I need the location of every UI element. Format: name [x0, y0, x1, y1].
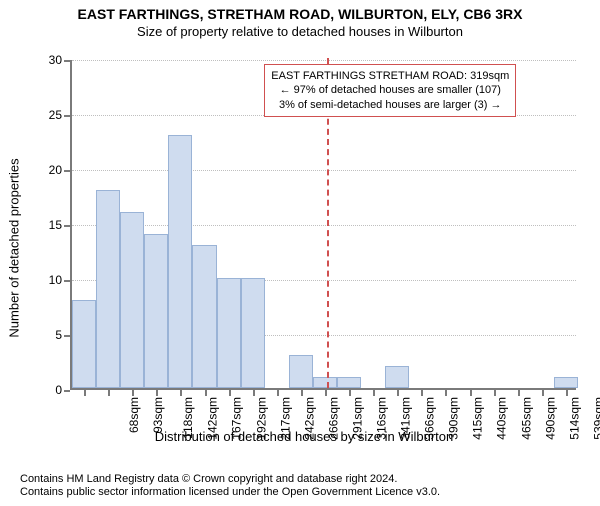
x-tick-label: 514sqm	[567, 388, 581, 440]
x-tick-label: 490sqm	[543, 388, 557, 440]
x-tick	[180, 390, 182, 396]
footer-line-2: Contains public sector information licen…	[20, 486, 440, 500]
bar	[217, 278, 241, 388]
x-tick	[156, 390, 158, 396]
y-tick-label: 30	[49, 53, 72, 67]
chart-subtitle: Size of property relative to detached ho…	[0, 24, 600, 39]
y-axis-label: Number of detached properties	[7, 158, 22, 337]
x-tick	[301, 390, 303, 396]
bar	[554, 377, 578, 388]
chart-area: Number of detached properties 0510152025…	[24, 54, 584, 442]
x-tick	[253, 390, 255, 396]
annotation-box: EAST FARTHINGS STRETHAM ROAD: 319sqm← 97…	[264, 64, 516, 117]
x-axis-label: Distribution of detached houses by size …	[155, 429, 453, 444]
y-tick-label: 25	[49, 108, 72, 122]
y-tick-label: 15	[49, 218, 72, 232]
x-tick	[132, 390, 134, 396]
y-tick-label: 10	[49, 273, 72, 287]
x-tick	[84, 390, 86, 396]
y-tick-label: 5	[55, 328, 72, 342]
bar	[289, 355, 313, 388]
footer-line-1: Contains HM Land Registry data © Crown c…	[20, 473, 440, 487]
x-tick	[108, 390, 110, 396]
x-tick-label: 465sqm	[519, 388, 533, 440]
x-tick	[277, 390, 279, 396]
bar	[96, 190, 120, 388]
y-tick-label: 20	[49, 163, 72, 177]
x-tick	[229, 390, 231, 396]
bar	[337, 377, 361, 388]
bar	[144, 234, 168, 388]
x-tick	[542, 390, 544, 396]
x-tick	[373, 390, 375, 396]
grid-line	[72, 170, 576, 171]
x-tick	[566, 390, 568, 396]
x-tick	[470, 390, 472, 396]
chart-title: EAST FARTHINGS, STRETHAM ROAD, WILBURTON…	[0, 6, 600, 22]
annotation-line: EAST FARTHINGS STRETHAM ROAD: 319sqm	[271, 69, 509, 83]
bar	[313, 377, 337, 388]
bar	[120, 212, 144, 388]
x-tick	[445, 390, 447, 396]
x-tick	[518, 390, 520, 396]
bar	[168, 135, 192, 388]
plot-area: 05101520253068sqm93sqm118sqm142sqm167sqm…	[70, 60, 576, 390]
bar	[72, 300, 96, 388]
y-tick-label: 0	[55, 383, 72, 397]
x-tick	[421, 390, 423, 396]
grid-line	[72, 225, 576, 226]
x-tick-label: 539sqm	[592, 388, 600, 440]
x-tick	[205, 390, 207, 396]
bar	[385, 366, 409, 388]
grid-line	[72, 60, 576, 61]
annotation-line: 3% of semi-detached houses are larger (3…	[271, 98, 509, 112]
footer-credits: Contains HM Land Registry data © Crown c…	[20, 473, 440, 501]
x-tick-label: 415sqm	[471, 388, 485, 440]
x-tick	[349, 390, 351, 396]
bar	[192, 245, 216, 388]
x-tick	[494, 390, 496, 396]
x-tick	[325, 390, 327, 396]
x-tick	[397, 390, 399, 396]
x-tick-label: 440sqm	[495, 388, 509, 440]
bar	[241, 278, 265, 388]
annotation-line: ← 97% of detached houses are smaller (10…	[271, 83, 509, 97]
